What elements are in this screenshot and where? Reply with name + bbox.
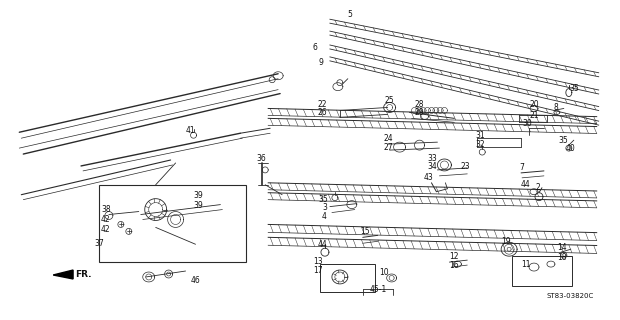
Text: 9: 9 <box>319 58 324 67</box>
Text: 20: 20 <box>529 100 539 109</box>
Text: 44: 44 <box>521 180 531 189</box>
Text: 33: 33 <box>427 154 437 163</box>
Text: 14: 14 <box>557 243 567 252</box>
Text: 8: 8 <box>554 103 559 112</box>
Text: 41: 41 <box>185 126 195 135</box>
Text: 13: 13 <box>313 257 322 266</box>
Text: 42: 42 <box>101 225 110 234</box>
Text: 23: 23 <box>460 163 470 172</box>
Polygon shape <box>53 270 73 279</box>
Text: 3: 3 <box>322 203 327 212</box>
Text: 22: 22 <box>318 100 327 109</box>
Text: 34: 34 <box>427 163 437 172</box>
Text: 6: 6 <box>313 44 318 52</box>
Text: 37: 37 <box>94 239 104 248</box>
Text: 27: 27 <box>384 143 393 152</box>
Text: FR.: FR. <box>75 269 92 278</box>
Text: 39: 39 <box>193 191 203 200</box>
Text: 30: 30 <box>522 119 532 128</box>
Text: 31: 31 <box>476 131 485 140</box>
Text: 38: 38 <box>101 205 110 214</box>
Text: 28: 28 <box>415 100 424 109</box>
Text: 44: 44 <box>318 240 328 249</box>
Bar <box>320 264 374 292</box>
Text: 39: 39 <box>193 201 203 210</box>
Text: 26: 26 <box>318 108 327 117</box>
Text: 7: 7 <box>519 164 524 172</box>
Text: 17: 17 <box>313 266 322 275</box>
Text: 10: 10 <box>379 268 389 276</box>
Text: 32: 32 <box>476 140 485 148</box>
Text: 29: 29 <box>415 108 424 117</box>
Text: 11: 11 <box>521 260 531 268</box>
Text: 25: 25 <box>384 96 394 105</box>
Bar <box>512 256 572 286</box>
Text: 46: 46 <box>190 276 200 285</box>
Text: 40: 40 <box>566 144 575 153</box>
Text: 12: 12 <box>450 252 459 261</box>
Text: ST83-03820C: ST83-03820C <box>547 293 594 299</box>
Text: 24: 24 <box>384 134 393 143</box>
Text: 19: 19 <box>501 237 511 246</box>
Text: 4: 4 <box>322 212 327 221</box>
Text: 42: 42 <box>101 215 110 224</box>
Text: 45-1: 45-1 <box>370 285 387 294</box>
Text: 21: 21 <box>529 111 539 120</box>
Text: 35: 35 <box>570 84 580 93</box>
Bar <box>99 185 246 262</box>
Text: 5: 5 <box>348 10 353 19</box>
Text: 16: 16 <box>450 260 459 269</box>
Text: 18: 18 <box>557 253 567 262</box>
Text: 15: 15 <box>360 227 370 236</box>
Text: 43: 43 <box>423 173 433 182</box>
Text: 36: 36 <box>256 154 266 163</box>
Text: 2: 2 <box>536 183 541 192</box>
Text: 35: 35 <box>559 136 569 145</box>
Text: 35: 35 <box>318 195 328 204</box>
